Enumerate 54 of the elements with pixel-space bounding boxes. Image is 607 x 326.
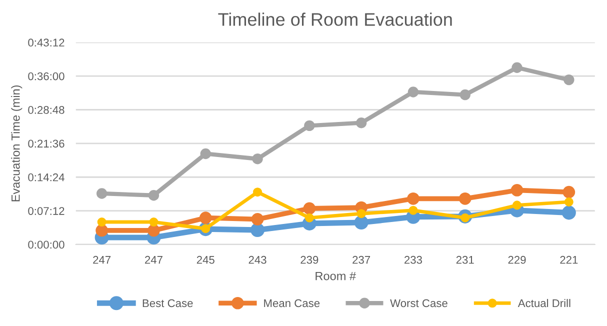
y-tick-label: 0:00:00 <box>28 240 64 249</box>
point <box>253 188 262 197</box>
x-tick-label: 233 <box>404 256 422 264</box>
point <box>96 224 108 237</box>
chart-title: Timeline of Room Evacuation <box>218 12 452 26</box>
point <box>200 148 211 160</box>
point <box>512 62 522 73</box>
legend-label: Actual Drill <box>518 298 570 308</box>
point <box>562 206 576 220</box>
x-tick-label: 245 <box>196 256 214 264</box>
point <box>148 224 160 237</box>
y-tick-label: 0:07:12 <box>28 207 64 215</box>
point <box>148 190 160 201</box>
x-tick-label: 243 <box>248 256 266 264</box>
point <box>407 192 420 205</box>
point <box>303 202 316 215</box>
x-tick-label: 239 <box>300 256 318 264</box>
y-axis-title: Evacuation Time (min) <box>11 85 22 202</box>
x-axis-title: Room # <box>316 272 356 280</box>
point <box>304 120 315 132</box>
legend-label: Worst Case <box>390 299 448 308</box>
x-tick-label: 247 <box>145 256 162 264</box>
point <box>564 74 574 86</box>
point <box>304 213 314 222</box>
point <box>408 206 418 215</box>
point <box>564 197 574 206</box>
legend-label: Mean Case <box>264 299 320 308</box>
point <box>408 86 419 98</box>
y-tick-label: 0:43:12 <box>28 38 64 47</box>
y-tick-label: 0:28:48 <box>28 106 64 114</box>
point <box>512 200 522 210</box>
x-tick-label: 237 <box>352 256 370 264</box>
point <box>354 215 368 230</box>
point <box>252 154 263 164</box>
point <box>510 184 524 196</box>
point <box>460 89 470 100</box>
point <box>251 213 264 226</box>
y-tick-label: 0:36:00 <box>28 72 64 80</box>
point <box>356 209 366 218</box>
point <box>149 218 158 227</box>
y-tick-label: 0:14:24 <box>28 173 64 182</box>
y-tick-label: 0:21:36 <box>28 140 64 148</box>
point <box>250 222 265 238</box>
point <box>562 186 576 198</box>
legend-label: Best Case <box>142 299 193 308</box>
x-tick-label: 247 <box>93 256 111 264</box>
x-tick-label: 229 <box>508 256 526 264</box>
point <box>96 188 108 199</box>
point <box>356 118 367 128</box>
x-tick-label: 231 <box>456 256 474 264</box>
x-tick-label: 221 <box>560 256 578 264</box>
point <box>199 212 212 224</box>
point <box>97 218 106 227</box>
point <box>458 192 472 205</box>
